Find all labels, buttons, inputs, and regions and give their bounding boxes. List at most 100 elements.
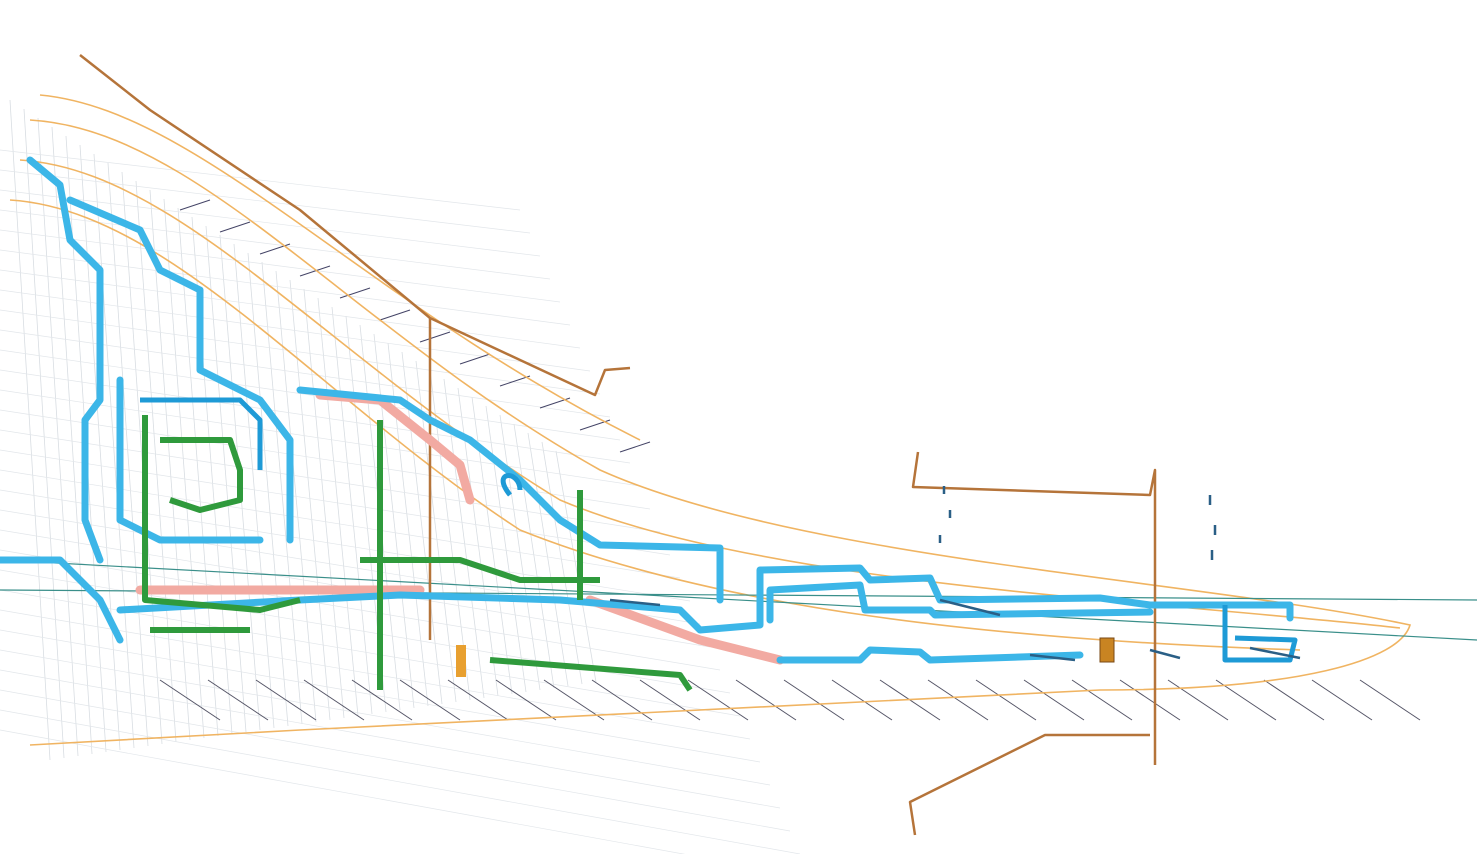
- grid-line: [0, 209, 551, 280]
- grid-line: [555, 450, 597, 683]
- duct: [116, 564, 1294, 634]
- grid-line: [387, 342, 429, 707]
- grid-line: [159, 679, 221, 721]
- grid-line: [0, 149, 521, 211]
- grid-line: [261, 261, 303, 725]
- grid-line: [9, 99, 51, 761]
- grid-line: [51, 126, 93, 755]
- duct: [116, 376, 264, 544]
- grid-line: [299, 265, 331, 277]
- grid-line: [37, 117, 79, 757]
- grid-line: [0, 729, 686, 854]
- grid-line: [927, 679, 989, 721]
- grid-line: [495, 679, 557, 721]
- grid-line: [0, 489, 691, 602]
- grid-line: [289, 279, 331, 721]
- grid-line: [0, 609, 751, 740]
- grid-line: [543, 679, 605, 721]
- grid-line: [1263, 679, 1325, 721]
- valve: [609, 598, 1301, 662]
- grid-line: [179, 199, 211, 211]
- grid-line: [259, 243, 291, 255]
- valve: [938, 486, 1217, 560]
- grid-line: [0, 229, 561, 303]
- grid-line: [619, 441, 651, 453]
- equipment: [1099, 637, 1115, 663]
- grid-line: [0, 629, 761, 763]
- grid-line: [0, 169, 531, 234]
- grid-line: [255, 679, 317, 721]
- duct: [1222, 605, 1298, 663]
- grid-line: [0, 289, 591, 372]
- grid-line: [351, 679, 413, 721]
- grid-line: [1167, 679, 1229, 721]
- envelope-line: [39, 94, 641, 441]
- grid-line: [93, 153, 135, 749]
- envelope-line: [29, 119, 1412, 746]
- duct: [0, 556, 124, 644]
- grid-line: [207, 679, 269, 721]
- pipe: [489, 657, 693, 692]
- grid-line: [0, 309, 601, 395]
- grid-line: [0, 449, 671, 556]
- grid-line: [499, 375, 531, 387]
- grid-line: [0, 369, 631, 464]
- grid-line: [1215, 679, 1277, 721]
- grid-line: [639, 679, 701, 721]
- grid-line: [247, 252, 289, 727]
- duct: [140, 397, 263, 470]
- grid-line: [317, 297, 359, 717]
- equipment: [456, 645, 466, 677]
- grid-line: [0, 669, 781, 809]
- grid-line: [0, 469, 681, 579]
- grid-line: [149, 189, 191, 741]
- grid-line: [447, 679, 509, 721]
- grid-line: [1359, 679, 1421, 721]
- grid-line: [303, 679, 365, 721]
- grid-line: [0, 409, 651, 510]
- grid-line: [331, 306, 373, 715]
- grid-line: [163, 198, 205, 739]
- grid-line: [1119, 679, 1181, 721]
- duct: [296, 386, 724, 604]
- grid-line: [0, 389, 641, 487]
- grid-line: [687, 679, 749, 721]
- pipe: [142, 415, 301, 613]
- drain-pipe: [908, 733, 1150, 836]
- grid-line: [0, 709, 801, 854]
- grid-line: [135, 180, 177, 743]
- grid-line: [1023, 679, 1085, 721]
- grid-line: [107, 162, 149, 747]
- grid-line: [1071, 679, 1133, 721]
- grid-line: [459, 353, 491, 365]
- pipe: [160, 437, 243, 513]
- grid-line: [401, 351, 443, 705]
- grid-line: [79, 144, 121, 751]
- grid-line: [1311, 679, 1373, 721]
- grid-line: [419, 331, 451, 343]
- grid-line: [303, 288, 345, 719]
- grid-line: [0, 549, 721, 671]
- pipe: [360, 557, 600, 583]
- grid-line: [219, 221, 251, 233]
- duct: [766, 581, 1154, 624]
- envelope-line: [0, 559, 1477, 641]
- grid-line: [0, 649, 771, 786]
- grid-line: [541, 441, 583, 685]
- envelope-line: [9, 199, 1301, 651]
- grid-line: [831, 679, 893, 721]
- grid-line: [177, 207, 219, 737]
- grid-line: [339, 287, 371, 299]
- grid-line: [0, 189, 541, 257]
- grid-line: [735, 679, 797, 721]
- duct: [500, 473, 523, 497]
- grid-line: [233, 243, 275, 729]
- drain-pipe: [79, 54, 631, 397]
- grid-line: [379, 309, 411, 321]
- grid-line: [399, 679, 461, 721]
- duct: [66, 196, 294, 544]
- duct: [776, 646, 1084, 664]
- grid-line: [975, 679, 1037, 721]
